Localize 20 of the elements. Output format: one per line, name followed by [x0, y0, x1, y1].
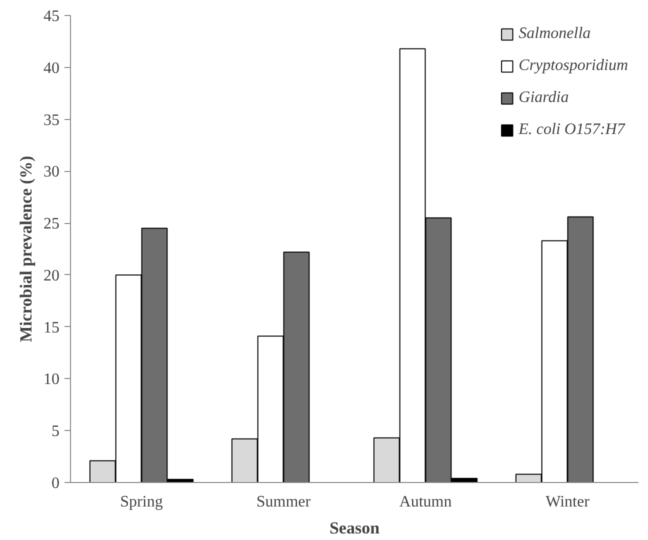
- y-tick-label: 10: [44, 371, 60, 388]
- legend-label: Cryptosporidium: [518, 57, 628, 75]
- y-axis-title: Microbial prevalence (%): [16, 156, 36, 342]
- y-tick-label: 15: [44, 319, 60, 336]
- y-tick-label: 40: [44, 60, 60, 77]
- y-tick-label: 20: [44, 267, 60, 284]
- x-tick-label: Autumn: [399, 494, 452, 510]
- x-tick-label: Spring: [120, 494, 163, 510]
- y-tick-label: 25: [44, 216, 60, 233]
- y-tick-label: 5: [52, 423, 60, 440]
- y-tick-label: 35: [44, 112, 60, 129]
- y-tick-label: 45: [44, 8, 60, 25]
- y-tick-label: 0: [52, 475, 60, 492]
- legend-label: Salmonella: [518, 25, 591, 43]
- legend-label: E. coli O157:H7: [518, 121, 625, 139]
- x-axis-title: Season: [329, 518, 380, 538]
- y-tick-label: 30: [44, 164, 60, 181]
- legend-label: Giardia: [518, 89, 569, 107]
- x-tick-label: Winter: [546, 494, 590, 510]
- x-tick-label: Summer: [256, 494, 312, 510]
